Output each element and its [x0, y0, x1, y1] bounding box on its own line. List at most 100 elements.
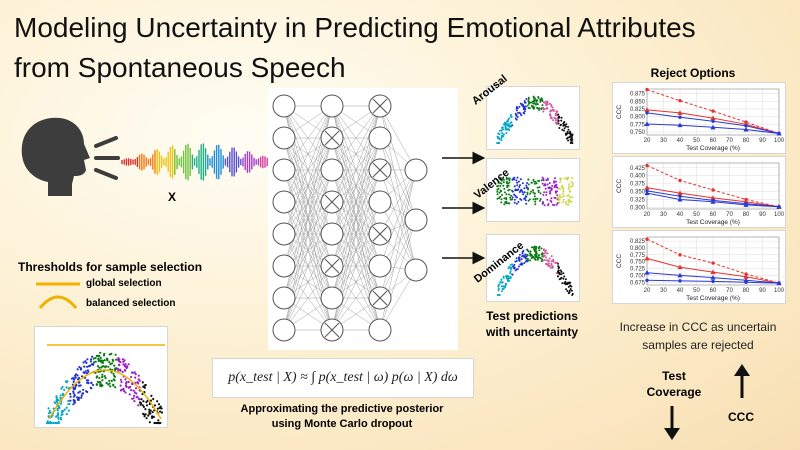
- scatter-point: [62, 410, 65, 413]
- prediction-point: [539, 100, 542, 103]
- scatter-point: [122, 360, 125, 363]
- prediction-point: [505, 178, 508, 181]
- prediction-point: [520, 104, 523, 106]
- prediction-point: [543, 191, 546, 194]
- prediction-point: [529, 254, 532, 257]
- scatter-point: [69, 395, 72, 398]
- prediction-point: [540, 260, 543, 263]
- scatter-point: [52, 421, 55, 425]
- prediction-point: [549, 190, 551, 193]
- prediction-point: [566, 130, 569, 133]
- scatter-point: [124, 369, 127, 372]
- prediction-point: [553, 180, 556, 183]
- scatter-point: [73, 394, 76, 397]
- scatter-point: [63, 408, 66, 411]
- prediction-point: [536, 106, 538, 109]
- prediction-point: [534, 197, 537, 200]
- scatter-point: [153, 421, 156, 425]
- prediction-point: [524, 197, 527, 200]
- y-tick-label: 0.825: [630, 107, 646, 113]
- network-edge: [283, 233, 333, 331]
- scatter-point: [92, 357, 95, 360]
- prediction-point: [548, 102, 551, 105]
- prediction-point: [545, 179, 548, 182]
- prediction-point: [552, 259, 555, 262]
- scatter-point: [144, 408, 147, 411]
- scatter-point: [86, 381, 89, 384]
- x-tick-label: 70: [726, 212, 733, 218]
- scatter-point: [102, 365, 105, 368]
- network-node: [320, 94, 344, 118]
- scatter-point: [73, 378, 76, 381]
- scatter-point: [148, 421, 151, 424]
- scatter-point: [128, 386, 131, 389]
- prediction-point: [571, 196, 574, 199]
- prediction-point: [515, 202, 518, 205]
- scatter-point: [132, 389, 135, 392]
- scatter-point: [141, 381, 144, 384]
- predictive-posterior-formula: p(x_test | X) ≈ ∫ p(x_test | ω) p(ω | X)…: [212, 358, 474, 398]
- prediction-point: [532, 198, 535, 201]
- scatter-point: [157, 419, 160, 422]
- prediction-point: [530, 101, 533, 104]
- y-axis-label: CCC: [616, 179, 623, 193]
- prediction-point: [549, 199, 552, 202]
- formula-caption-line-2: using Monte Carlo dropout: [271, 418, 413, 430]
- prediction-point: [567, 125, 569, 128]
- scatter-point: [135, 392, 138, 395]
- input-label: X: [168, 190, 177, 204]
- prediction-point: [497, 289, 500, 292]
- scatter-point: [140, 398, 143, 401]
- prediction-point: [526, 182, 529, 184]
- prediction-point: [548, 113, 551, 116]
- prediction-point: [526, 104, 529, 107]
- thresholds-heading: Thresholds for sample selection: [18, 260, 203, 274]
- scatter-point: [56, 414, 59, 417]
- x-tick-label: 50: [693, 212, 700, 218]
- prediction-point: [505, 193, 508, 196]
- y-tick-label: 0.400: [630, 174, 646, 180]
- prediction-point: [502, 123, 505, 126]
- y-tick-label: 0.750: [630, 260, 646, 266]
- scatter-point: [119, 378, 122, 381]
- prediction-point: [499, 176, 502, 179]
- prediction-point: [567, 128, 570, 131]
- prediction-point: [558, 187, 561, 190]
- data-point: [744, 280, 748, 284]
- prediction-point: [565, 203, 568, 205]
- scatter-point: [92, 361, 96, 364]
- prediction-point: [569, 142, 572, 144]
- prediction-point: [550, 109, 553, 112]
- network-edge: [331, 233, 381, 331]
- data-point: [711, 119, 715, 123]
- prediction-point: [557, 265, 560, 268]
- prediction-point: [508, 193, 511, 196]
- prediction-point: [549, 191, 552, 194]
- prediction-point: [556, 194, 559, 197]
- prediction-point: [547, 262, 550, 265]
- dropout-network-diagram: [272, 94, 428, 342]
- prediction-point: [567, 187, 570, 190]
- scatter-point: [153, 404, 156, 407]
- prediction-point: [500, 135, 503, 138]
- network-edge: [331, 105, 381, 171]
- network-node: [320, 222, 344, 246]
- scatter-point: [120, 388, 123, 391]
- prediction-point: [524, 199, 527, 202]
- prediction-point: [569, 284, 572, 287]
- prediction-point: [515, 105, 518, 108]
- prediction-point: [497, 184, 500, 187]
- reject-caption-line-1: Increase in CCC as uncertain: [619, 320, 777, 334]
- x-tick-label: 60: [710, 288, 717, 294]
- prediction-point: [499, 281, 502, 284]
- scatter-point: [124, 363, 127, 366]
- scatter-point: [127, 380, 130, 384]
- prediction-point: [542, 179, 545, 182]
- scatter-point: [115, 358, 118, 361]
- prediction-point: [504, 284, 507, 287]
- prediction-point: [567, 139, 570, 142]
- scatter-point: [98, 376, 101, 380]
- prediction-point: [540, 247, 543, 250]
- scatter-point: [101, 375, 104, 379]
- prediction-point: [518, 186, 521, 188]
